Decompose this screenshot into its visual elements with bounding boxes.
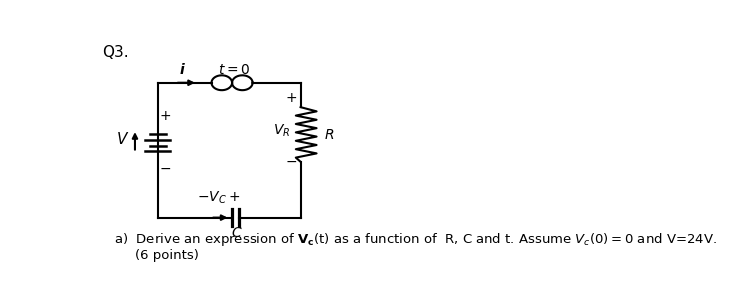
Text: $t=0$: $t=0$ (217, 63, 250, 77)
Text: $-$: $-$ (159, 161, 171, 175)
Text: $V_R$: $V_R$ (273, 122, 290, 139)
Text: a)  Derive an expression of $\mathbf{V_c}$(t) as a function of  R, C and t. Assu: a) Derive an expression of $\mathbf{V_c}… (113, 231, 717, 248)
Text: Q3.: Q3. (102, 45, 129, 60)
Text: i: i (180, 63, 185, 77)
Text: $-$: $-$ (284, 154, 297, 168)
Text: C: C (231, 226, 241, 240)
Text: +: + (159, 109, 171, 124)
Text: $- V_C +$: $- V_C +$ (198, 190, 240, 206)
Text: R: R (324, 128, 334, 142)
Text: (6 points): (6 points) (135, 249, 199, 262)
Text: +: + (285, 91, 297, 105)
Text: V: V (116, 132, 127, 147)
